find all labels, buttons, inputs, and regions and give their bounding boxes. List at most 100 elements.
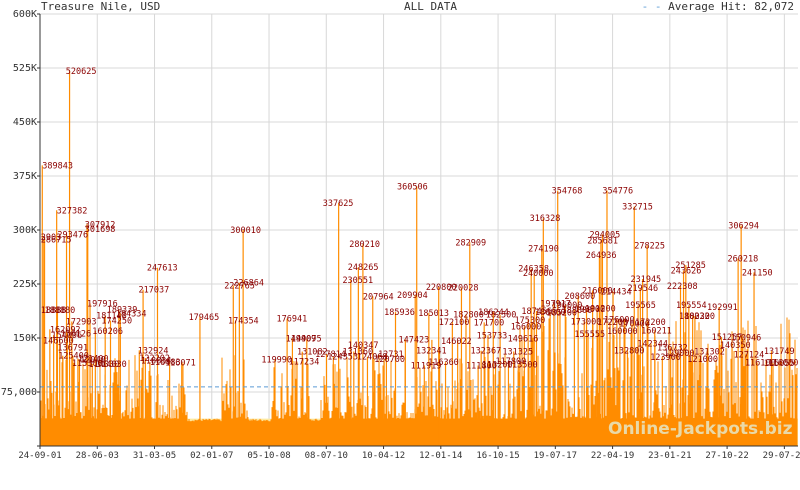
point-label: 149409 [286, 334, 317, 344]
point-label: 160000 [607, 327, 638, 337]
watermark: Online-Jackpots.biz [608, 419, 793, 439]
x-tick-label: 23-01-21 [648, 451, 691, 461]
point-label: 113200 [482, 360, 513, 370]
point-label: 337625 [323, 199, 354, 209]
point-label: 147423 [399, 335, 430, 345]
x-tick-label: 27-10-22 [705, 451, 748, 461]
point-label: 209904 [397, 291, 428, 301]
point-label: 231945 [630, 275, 661, 285]
legend: - - Average Hit: 82,072 [642, 0, 794, 14]
point-label: 132341 [416, 347, 447, 357]
point-label: 18888 [41, 306, 67, 316]
point-label: 146600 [43, 336, 74, 346]
x-tick-label: 29-07-24 [763, 451, 800, 461]
point-label: 185936 [384, 308, 415, 318]
point-label: 294005 [590, 230, 621, 240]
point-label: 136732 [657, 344, 688, 354]
point-label: 230551 [342, 276, 373, 286]
legend-line-icon: - - [641, 0, 662, 13]
point-label: 246358 [518, 265, 549, 275]
point-label: 195565 [625, 301, 656, 311]
point-label: 12040 [80, 355, 106, 365]
point-label: 131749 [764, 347, 795, 357]
point-label: 119990 [261, 356, 292, 366]
point-label: 187456 [521, 307, 552, 317]
y-tick-label: 150K [13, 333, 37, 344]
point-label: 185013 [418, 309, 449, 319]
point-label: 360506 [397, 182, 428, 192]
point-label: 175300 [515, 316, 546, 326]
point-label: 282909 [455, 238, 486, 248]
point-label: 174354 [228, 316, 259, 326]
x-tick-label: 05-10-08 [247, 451, 290, 461]
point-label: 120700 [374, 355, 405, 365]
point-label: 278225 [634, 242, 665, 252]
point-label: 327382 [57, 206, 88, 216]
point-label: 2903 [41, 233, 61, 243]
point-label: 160206 [92, 327, 123, 337]
x-tick-label: 22-04-19 [591, 451, 634, 461]
point-label: 116360 [428, 358, 459, 368]
x-tick-label: 12-01-14 [419, 451, 462, 461]
point-label: 125400 [58, 352, 89, 362]
point-label: 307912 [85, 220, 116, 230]
point-label: 219546 [627, 284, 658, 294]
point-label: 142344 [637, 340, 668, 350]
chart-header-left: Treasure Nile, USD [41, 0, 161, 13]
point-label: 280210 [349, 240, 380, 250]
point-label: 192991 [707, 303, 738, 313]
point-label: 154096 [51, 331, 82, 341]
point-label: 179465 [189, 313, 220, 323]
y-tick-label: 450K [13, 117, 37, 128]
point-label: 251285 [675, 261, 706, 271]
point-label: 173000 [571, 317, 602, 327]
point-label: 129000 [664, 349, 695, 359]
point-label: 248265 [348, 263, 379, 273]
point-label: 150946 [731, 333, 762, 343]
point-label: 149075 [291, 335, 322, 345]
grid-lines [39, 13, 798, 447]
point-label: 127814 [315, 350, 346, 360]
point-label: 184334 [116, 309, 147, 319]
point-label: 247613 [147, 264, 178, 274]
point-label: 354776 [602, 187, 633, 197]
point-label: 189339 [107, 306, 138, 316]
point-label: 264936 [586, 251, 617, 261]
point-label: 285681 [587, 236, 618, 246]
point-label: 172200 [635, 318, 666, 328]
point-label: 111919 [411, 361, 442, 371]
point-label: 332715 [622, 202, 653, 212]
point-label: 136791 [57, 344, 88, 354]
x-tick-label: 10-04-12 [362, 451, 405, 461]
point-label: 226864 [233, 279, 264, 289]
point-label: 149616 [508, 334, 539, 344]
point-label: 151257 [712, 333, 743, 343]
point-label: 153733 [477, 331, 508, 341]
point-label: 114030 [96, 360, 127, 370]
y-tick-label: 525K [13, 63, 37, 74]
point-label: 118834 [141, 356, 172, 366]
point-label: 180222 [679, 312, 710, 322]
point-label: 124353 [327, 353, 358, 363]
point-label: 116071 [165, 358, 196, 368]
point-label: 172100 [439, 318, 470, 328]
point-label: 132924 [138, 346, 169, 356]
point-label: 197917 [540, 299, 571, 309]
point-label: 156126 [60, 330, 91, 340]
point-label: 115300 [72, 359, 103, 369]
point-label: 220800 [426, 283, 457, 293]
point-label: 140350 [720, 341, 751, 351]
point-label: 131302 [694, 347, 725, 357]
x-tick-label: 31-03-05 [133, 451, 176, 461]
point-label: 114030 [89, 360, 120, 370]
point-label: 197916 [87, 300, 118, 310]
point-label: 155555 [574, 330, 605, 340]
point-label: 162092 [50, 325, 81, 335]
point-label: 132367 [471, 347, 502, 357]
y-tick-label: 375K [13, 171, 37, 182]
point-label: 117800 [496, 357, 527, 367]
point-label: 207964 [363, 292, 394, 302]
point-label: 181148 [96, 312, 127, 322]
point-label: 176000 [604, 315, 635, 325]
